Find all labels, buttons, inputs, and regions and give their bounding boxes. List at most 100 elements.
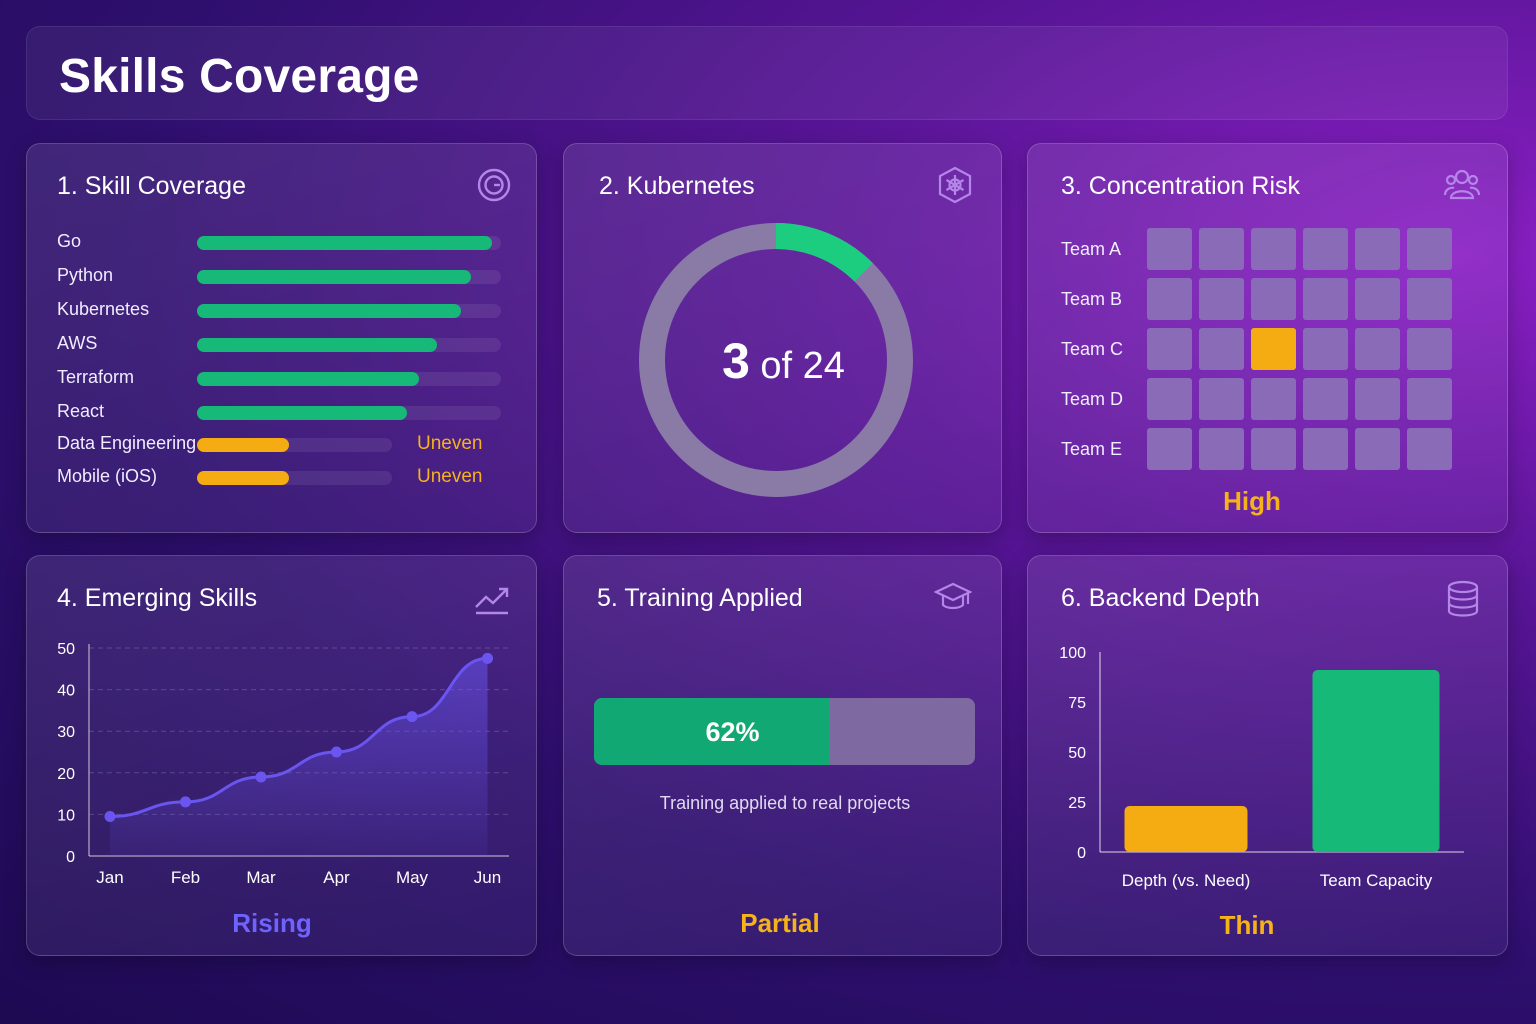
kubernetes-count-total: of 24 [760,345,845,387]
kubernetes-card: 2. Kubernetes 3 of 24 [563,143,1002,533]
risk-cell [1147,328,1192,370]
skill-bar-track [197,471,392,485]
risk-cell [1407,378,1452,420]
x-tick-label: Team Capacity [1320,871,1433,890]
skill-bar-track [197,338,501,352]
risk-cell [1407,278,1452,320]
skill-coverage-title: 1. Skill Coverage [57,172,246,200]
data-point [180,796,191,808]
skill-name: React [57,401,105,421]
skill-bar-fill [197,471,289,485]
skill-bar-fill [197,236,492,250]
emerging-skills-title: 4. Emerging Skills [57,584,258,612]
risk-cell [1407,428,1452,470]
x-tick-label: Feb [171,868,200,886]
backend-depth-status: Thin [1219,910,1275,940]
risk-cell [1355,428,1400,470]
x-tick-label: Depth (vs. Need) [1122,871,1251,890]
skill-coverage-card: 1. Skill Coverage Go Python Kubernetes AWS T… [26,143,537,533]
skill-bar-track [197,304,501,318]
kubernetes-donut [639,223,913,497]
y-tick-label: 50 [1068,745,1086,762]
y-tick-label: 25 [1068,795,1086,812]
skill-row: React [57,401,517,425]
risk-cell [1251,278,1296,320]
risk-cell [1199,378,1244,420]
team-label: Team E [1061,439,1123,459]
risk-cell [1147,378,1192,420]
skill-name: Terraform [57,367,135,387]
emerging-skills-card: 4. Emerging Skills 0 10 20 30 40 50 Jan Feb Mar A… [26,555,537,956]
skill-row: Python [57,265,517,289]
skill-name: Python [57,265,114,285]
risk-cell [1355,378,1400,420]
users-icon [1443,166,1481,204]
training-applied-title: 5. Training Applied [597,584,803,612]
y-tick-label: 100 [1059,645,1086,662]
risk-cell [1147,428,1192,470]
skill-note: Uneven [417,466,483,487]
y-tick-label: 10 [57,807,75,824]
skill-row: Go [57,231,517,255]
y-tick-label: 20 [57,766,75,783]
x-tick-label: Jun [474,868,501,886]
risk-cell [1303,378,1348,420]
skill-bar-track [197,236,501,250]
bar [1312,670,1440,852]
emerging-skills-status: Rising [232,908,312,938]
concentration-risk-status: High [1223,486,1281,516]
skill-bar-track [197,438,392,452]
backend-depth-card: 6. Backend Depth 0 25 50 75 100 Depth (vs. Ne… [1027,555,1508,956]
x-tick-label: Apr [323,868,350,886]
data-point [104,810,116,822]
emerging-skills-chart: 0 10 20 30 40 50 Jan Feb Mar Apr May Jun [57,641,509,886]
concentration-risk-card: 3. Concentration Risk Team A Team B Team C… [1027,143,1508,533]
x-tick-label: May [396,868,429,886]
training-caption: Training applied to real projects [659,793,911,813]
skill-name: Mobile (iOS) [57,466,158,486]
risk-cell [1199,328,1244,370]
team-label: Team A [1061,239,1122,259]
training-progress-fill [594,698,831,765]
skill-bar-fill [197,372,419,386]
y-tick-label: 0 [66,849,75,866]
x-tick-label: Jan [96,868,123,886]
concentration-risk-title: 3. Concentration Risk [1061,172,1301,200]
skill-bar-track [197,372,501,386]
skill-bar-track [197,270,501,284]
risk-cell [1303,428,1348,470]
risk-cell [1199,228,1244,270]
skill-name: Go [57,231,82,251]
risk-cell [1407,228,1452,270]
x-tick-label: Mar [246,868,276,886]
line-area [110,658,488,856]
risk-cell [1147,228,1192,270]
kubernetes-icon [936,166,974,204]
training-percent-label: 62% [705,717,760,747]
skill-bar-fill [197,270,471,284]
target-icon [475,166,513,204]
skill-name: AWS [57,333,98,353]
risk-cell [1199,278,1244,320]
skill-bar-fill [197,438,289,452]
y-tick-label: 75 [1068,695,1086,712]
skill-note: Uneven [417,433,483,454]
skill-row: Terraform [57,367,517,391]
risk-cell [1407,328,1452,370]
y-tick-label: 0 [1077,845,1086,862]
page-title: Skills Coverage [59,50,420,103]
risk-cell [1251,428,1296,470]
kubernetes-count: 3 of 24 [564,332,1003,390]
skill-row: AWS [57,333,517,357]
risk-cell [1147,278,1192,320]
skill-row: Kubernetes [57,299,517,323]
backend-depth-title: 6. Backend Depth [1061,584,1260,612]
skill-row: Mobile (iOS) Uneven [57,466,517,490]
skill-bar-fill [197,338,437,352]
y-tick-label: 50 [57,641,75,658]
y-tick-label: 40 [57,683,75,700]
risk-cell [1199,428,1244,470]
training-applied-status: Partial [740,908,820,938]
training-applied-card: 5. Training Applied 62% Training applied… [563,555,1002,956]
data-point [255,771,267,783]
